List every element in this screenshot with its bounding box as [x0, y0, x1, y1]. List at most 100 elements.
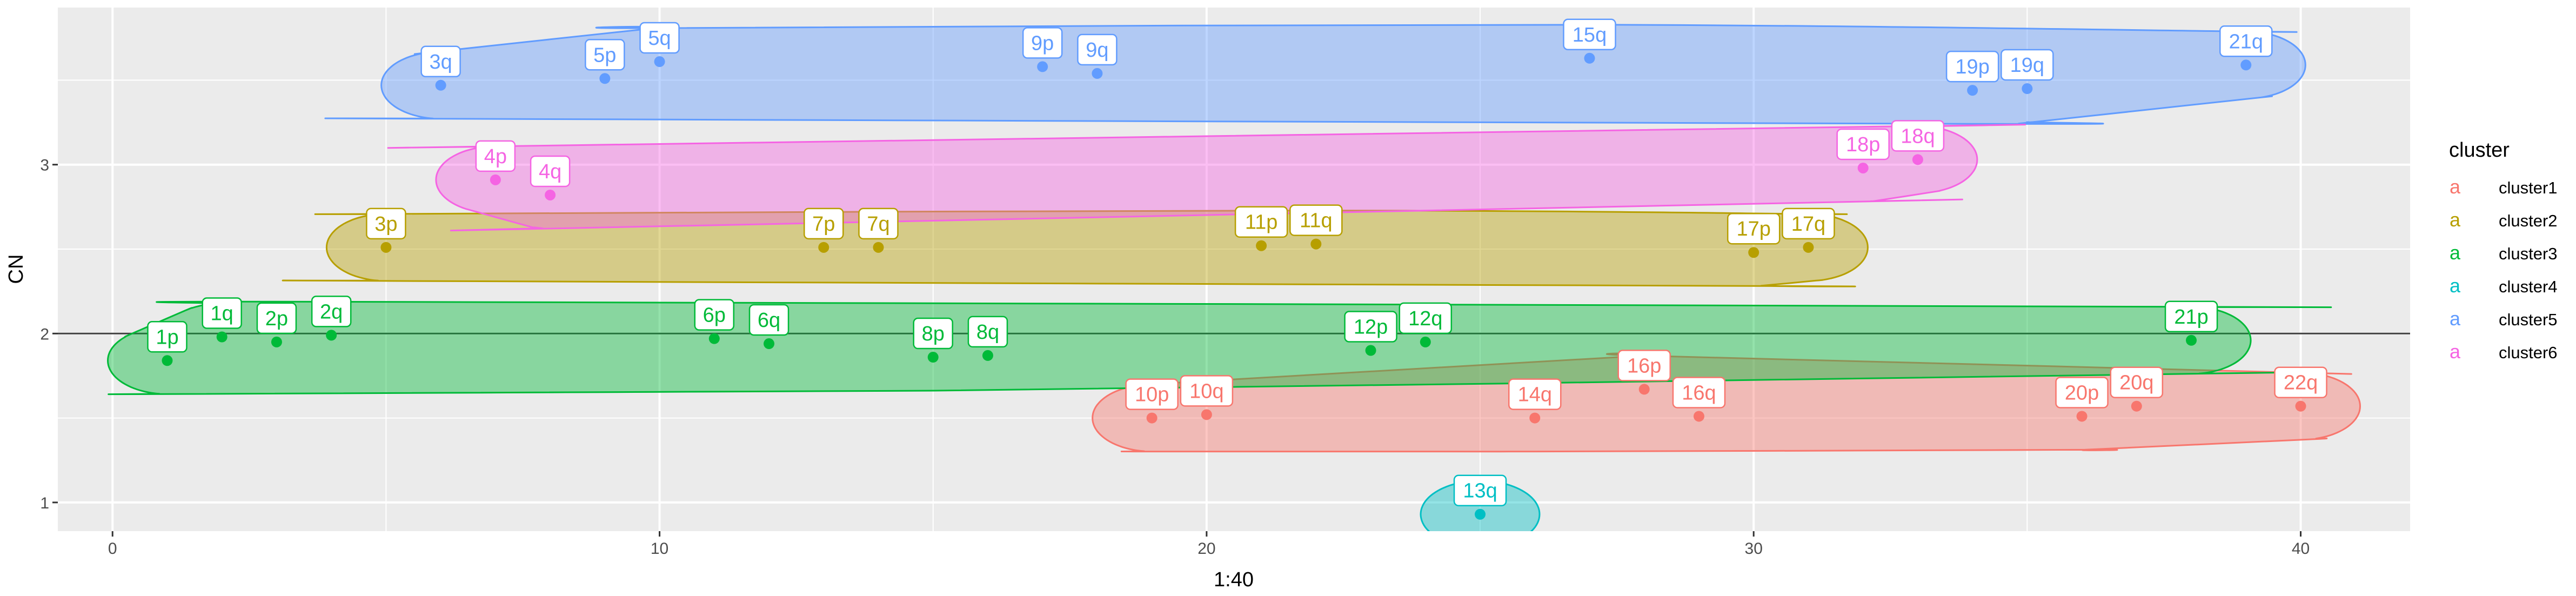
label-box — [1727, 212, 1781, 245]
label-12p: 12p — [1344, 311, 1397, 343]
x-tick-label: 0 — [108, 540, 117, 558]
label-18p: 18p — [1836, 128, 1890, 160]
label-2p: 2p — [256, 302, 297, 334]
label-21q: 21q — [2219, 25, 2273, 57]
label-box — [1782, 207, 1835, 240]
label-box — [1022, 27, 1063, 59]
hull-cluster6 — [387, 124, 2026, 232]
label-4p: 4p — [475, 140, 516, 172]
label-8p: 8p — [913, 317, 953, 350]
label-text: 6p — [703, 304, 726, 327]
label-text: 15q — [1573, 24, 1607, 46]
label-box — [1125, 378, 1179, 410]
point-17q — [1803, 242, 1814, 253]
label-9p: 9p — [1022, 27, 1063, 59]
label-box — [1453, 474, 1507, 506]
point-3p — [380, 242, 392, 253]
label-box — [1234, 206, 1288, 238]
point-4p — [490, 174, 501, 185]
label-box — [1289, 204, 1343, 236]
label-box — [694, 299, 735, 331]
point-6p — [708, 333, 720, 344]
label-5q: 5q — [639, 22, 680, 54]
label-1p: 1p — [147, 321, 188, 353]
point-5p — [599, 73, 611, 84]
point-9q — [1092, 68, 1103, 79]
label-text: 16p — [1627, 354, 1661, 377]
cluster-hulls — [106, 24, 2361, 531]
label-box — [967, 316, 1008, 348]
plot-panel — [58, 8, 2410, 531]
label-15q: 15q — [1563, 18, 1616, 51]
point-20q — [2131, 400, 2142, 412]
label-text: 3p — [374, 213, 397, 236]
label-1q: 1q — [202, 297, 242, 329]
label-text: 9q — [1086, 39, 1108, 62]
y-tick-label: 3 — [40, 157, 49, 175]
label-box — [639, 22, 680, 54]
label-text: 3q — [429, 51, 452, 73]
point-11q — [1310, 238, 1322, 250]
label-text: 17p — [1737, 218, 1771, 240]
point-8q — [982, 350, 993, 361]
label-text: 19q — [2010, 54, 2044, 77]
point-10p — [1146, 412, 1157, 424]
label-box — [1891, 120, 1945, 152]
label-box — [585, 39, 625, 71]
y-tick-label: 1 — [40, 494, 49, 512]
label-box — [147, 321, 188, 353]
point-18q — [1912, 154, 1923, 165]
legend-key-cluster2: a — [2450, 209, 2461, 231]
label-box — [1617, 350, 1671, 381]
label-13q: 13q — [1453, 474, 1507, 506]
label-text: 18q — [1901, 125, 1935, 148]
label-6q: 6q — [748, 304, 789, 336]
point-14q — [1529, 412, 1541, 424]
axes: 0 10 20 30 40 1 2 3 — [40, 157, 2310, 558]
point-16q — [1693, 411, 1704, 422]
legend-key-cluster1: a — [2450, 176, 2461, 198]
point-7p — [818, 242, 829, 253]
label-19q: 19q — [2000, 49, 2054, 81]
label-box — [256, 302, 297, 334]
label-text: 4q — [539, 160, 561, 183]
label-box — [366, 207, 406, 240]
label-text: 6q — [758, 309, 780, 332]
point-16p — [1638, 384, 1650, 395]
label-text: 7p — [812, 213, 835, 236]
label-box — [2055, 377, 2109, 409]
label-14q: 14q — [1508, 378, 1562, 410]
label-17q: 17q — [1782, 207, 1835, 240]
point-6q — [764, 338, 775, 350]
label-text: 13q — [1463, 480, 1497, 503]
label-20p: 20p — [2055, 377, 2109, 409]
label-3p: 3p — [366, 207, 406, 240]
legend-key-cluster6: a — [2450, 340, 2461, 363]
label-box — [1672, 377, 1726, 409]
label-12q: 12q — [1399, 302, 1453, 334]
label-box — [475, 140, 516, 172]
point-9p — [1037, 61, 1048, 72]
label-16q: 16q — [1672, 377, 1726, 409]
label-box — [1180, 375, 1234, 407]
legend-label-cluster4: cluster4 — [2499, 277, 2558, 296]
x-tick-label: 40 — [2292, 540, 2310, 558]
point-20p — [2076, 411, 2087, 422]
label-text: 12p — [1354, 316, 1388, 339]
point-17p — [1748, 247, 1759, 258]
point-7q — [873, 242, 884, 253]
point-4q — [545, 189, 556, 200]
label-box — [1945, 50, 1999, 83]
label-box — [1508, 378, 1562, 410]
label-text: 2q — [320, 300, 343, 323]
label-text: 11q — [1300, 210, 1333, 232]
label-box — [1344, 311, 1397, 343]
label-5p: 5p — [585, 39, 625, 71]
label-text: 8q — [976, 321, 999, 344]
label-text: 2p — [265, 307, 288, 330]
label-box — [2000, 49, 2054, 81]
point-12p — [1365, 345, 1376, 356]
label-text: 18p — [1846, 133, 1880, 156]
label-box — [748, 304, 789, 336]
legend-key-cluster5: a — [2450, 307, 2461, 330]
